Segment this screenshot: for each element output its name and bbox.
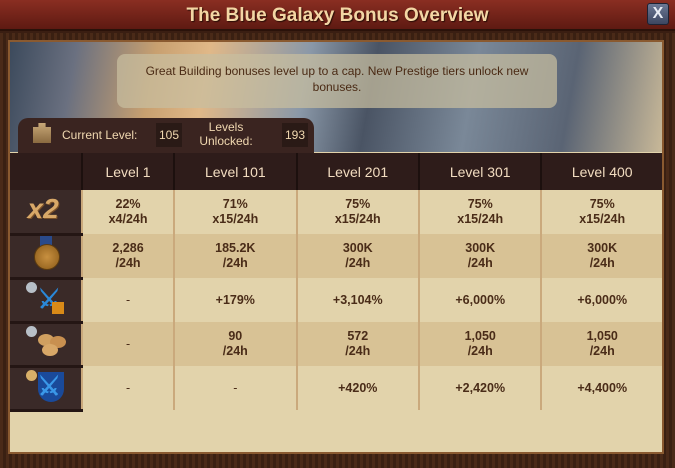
bonus-cell: 22% x4/24h xyxy=(80,190,175,234)
attack-boost-icon: ⚔ xyxy=(25,280,66,316)
bonus-cell: +2,420% xyxy=(417,366,542,410)
bonus-value: 1,050 xyxy=(464,329,496,343)
levels-unlocked-value: 193 xyxy=(282,123,308,147)
bonus-cell: - xyxy=(173,366,297,410)
bonus-value: +3,104% xyxy=(332,292,383,307)
bonus-value: 1,050 xyxy=(586,329,618,343)
bonus-cell: 71% x15/24h xyxy=(173,190,297,234)
bonus-value: - xyxy=(125,380,131,395)
info-box: Great Building bonuses level up to a cap… xyxy=(117,54,557,108)
bonus-value: 300K xyxy=(587,241,618,255)
bonus-cell: 75% x15/24h xyxy=(540,190,662,234)
bonus-value: +2,420% xyxy=(455,380,506,395)
bonus-cell: 300K/24h xyxy=(417,234,542,278)
castle-icon xyxy=(33,123,51,143)
table-row: ⚔ - +179% +3,104% +6,000% +6,000% xyxy=(10,278,662,324)
bonus-value: 71% xyxy=(222,197,248,211)
bonus-value: 22% xyxy=(115,197,141,211)
bonus-value: +4,400% xyxy=(577,380,628,395)
bonus-value: /24h xyxy=(345,256,371,270)
levels-unlocked-label: Levels Unlocked: xyxy=(199,120,253,148)
window-title: The Blue Galaxy Bonus Overview xyxy=(186,5,489,26)
bonus-cell: +3,104% xyxy=(295,278,419,322)
defense-boost-icon: ⚔ xyxy=(25,368,66,404)
icon-column-header xyxy=(10,153,82,190)
bonus-value: 572 xyxy=(347,329,369,343)
bonus-value: 75% xyxy=(345,197,371,211)
row-icon-cell: x2 xyxy=(10,190,82,236)
column-header: Level 400 xyxy=(540,153,662,190)
bonus-value: x15/24h xyxy=(579,212,626,226)
medal-icon xyxy=(26,236,66,272)
content-panel: Great Building bonuses level up to a cap… xyxy=(8,40,664,454)
title-bar: The Blue Galaxy Bonus Overview X xyxy=(0,0,675,31)
bonus-value: +179% xyxy=(215,292,255,307)
bonus-value: x4/24h xyxy=(108,212,148,226)
bonus-value: +6,000% xyxy=(455,292,506,307)
bonus-cell: 572/24h xyxy=(295,322,419,366)
bonus-cell: 2,286/24h xyxy=(80,234,175,278)
bonus-value: +420% xyxy=(338,380,378,395)
bonus-cell: - xyxy=(80,366,175,410)
table-row: ⚔ - - +420% +2,420% +4,400% xyxy=(10,366,662,412)
bonus-value: 75% xyxy=(467,197,493,211)
close-button[interactable]: X xyxy=(647,3,669,25)
row-icon-cell xyxy=(10,322,82,368)
level-status-tab: Current Level: 105 Levels Unlocked: 193 xyxy=(18,118,314,153)
row-icon-cell xyxy=(10,234,82,280)
bonus-cell: +420% xyxy=(295,366,419,410)
window-frame: Great Building bonuses level up to a cap… xyxy=(0,33,675,468)
column-header: Level 101 xyxy=(173,153,297,190)
table-row: x2 22% x4/24h 71% x15/24h 75% x15/24h 75% x15/24… xyxy=(10,190,662,236)
bonus-value: /24h xyxy=(222,344,248,358)
column-header: Level 1 xyxy=(80,153,175,190)
bonus-value: x15/24h xyxy=(212,212,259,226)
bonus-cell: +6,000% xyxy=(540,278,662,322)
bonus-value: /24h xyxy=(467,344,493,358)
bonus-value: +6,000% xyxy=(577,292,628,307)
bonus-value: /24h xyxy=(589,344,615,358)
bonus-cell: 75% x15/24h xyxy=(295,190,419,234)
bonus-value: 75% xyxy=(589,197,615,211)
bonus-cell: 185.2K/24h xyxy=(173,234,297,278)
bonus-value: /24h xyxy=(345,344,371,358)
bonus-value: x15/24h xyxy=(334,212,381,226)
bonus-value: x15/24h xyxy=(457,212,504,226)
bonus-value: - xyxy=(125,292,131,307)
current-level-value: 105 xyxy=(156,123,182,147)
column-header: Level 301 xyxy=(417,153,542,190)
bonus-value: 2,286 xyxy=(112,241,144,255)
table-row: -90/24h 572/24h 1,050/24h 1,050/24h xyxy=(10,322,662,368)
bonus-value: /24h xyxy=(115,256,141,270)
bonus-value: /24h xyxy=(589,256,615,270)
bonus-value: 185.2K xyxy=(215,241,256,255)
bonus-value: - xyxy=(125,336,131,351)
row-icon-cell: ⚔ xyxy=(10,366,82,412)
bonus-cell: +6,000% xyxy=(417,278,542,322)
bonus-cell: +179% xyxy=(173,278,297,322)
bonus-cell: 1,050/24h xyxy=(540,322,662,366)
row-icon-cell: ⚔ xyxy=(10,278,82,324)
bonus-value: 300K xyxy=(465,241,496,255)
bonus-cell: 75% x15/24h xyxy=(417,190,542,234)
bonus-value: 300K xyxy=(342,241,373,255)
bonus-value: 90 xyxy=(228,329,243,343)
bonus-table: Level 1 Level 101 Level 201 Level 301 Level … xyxy=(10,153,662,412)
bonus-cell: 1,050/24h xyxy=(417,322,542,366)
double-collection-icon: x2 xyxy=(27,193,59,225)
bonus-cell: 90/24h xyxy=(173,322,297,366)
bonus-value: /24h xyxy=(222,256,248,270)
bonus-cell: 300K/24h xyxy=(540,234,662,278)
bonus-cell: - xyxy=(80,278,175,322)
table-row: 2,286/24h 185.2K/24h 300K/24h 300K/24h 300K /… xyxy=(10,234,662,280)
bonus-value: /24h xyxy=(467,256,493,270)
bonus-value: - xyxy=(233,380,238,395)
column-header: Level 201 xyxy=(295,153,419,190)
bonus-cell: - xyxy=(80,322,175,366)
bonus-cell: 300K/24h xyxy=(295,234,419,278)
current-level-label: Current Level: xyxy=(62,128,138,142)
bonus-cell: +4,400% xyxy=(540,366,662,410)
goods-icon xyxy=(25,324,66,360)
